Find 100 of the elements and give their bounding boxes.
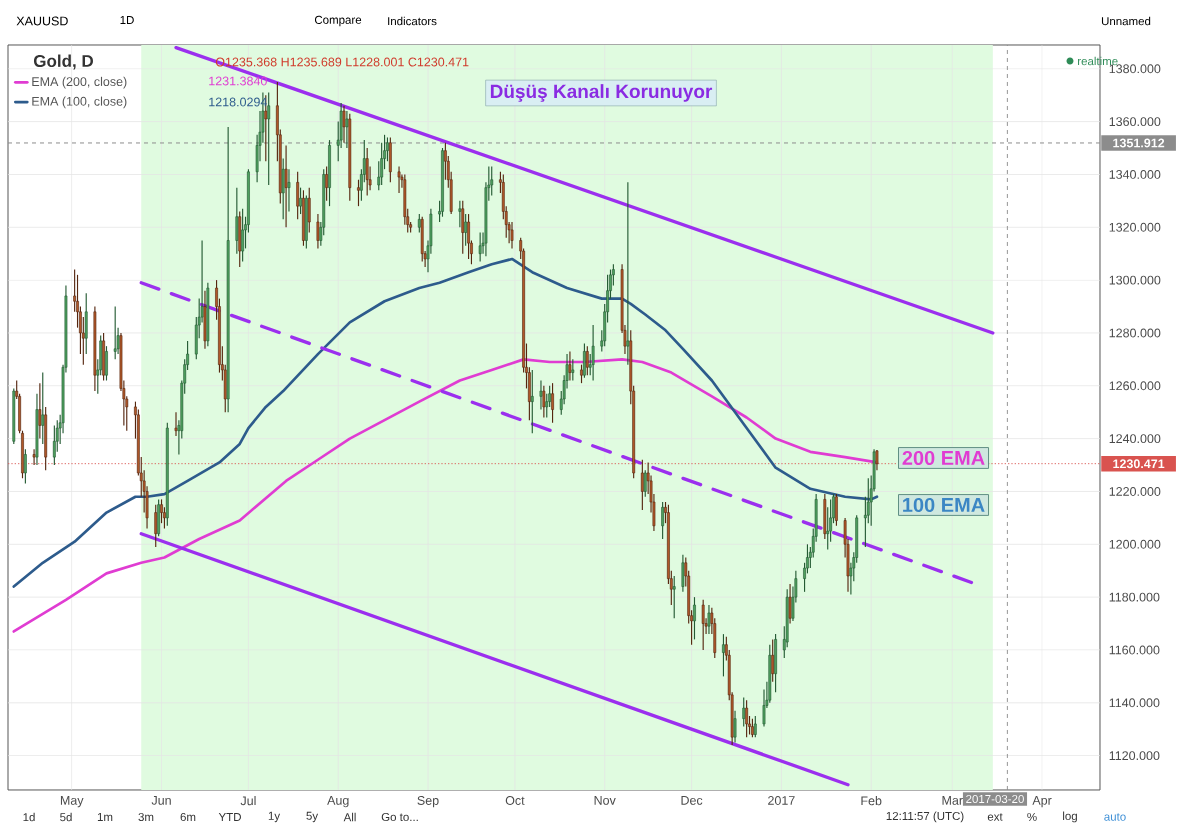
- candlestick: [345, 110, 349, 149]
- candlestick: [701, 599, 705, 651]
- text: auto: [1104, 813, 1126, 821]
- candlestick: [160, 498, 163, 524]
- candlestick: [733, 710, 737, 743]
- text: Compare: [314, 15, 362, 27]
- candlestick: [661, 501, 665, 540]
- text: Unnamed: [1101, 16, 1151, 26]
- candlestick: [539, 379, 543, 411]
- ref-line-label: 1230.471: [1113, 459, 1165, 469]
- annotation: 1231.3840: [209, 76, 267, 86]
- candlestick: [328, 139, 331, 207]
- candlestick: [510, 221, 514, 249]
- candlestick: [397, 165, 401, 194]
- annotation: 200 EMA: [902, 450, 985, 466]
- text: 1d: [23, 812, 35, 822]
- ref-line-label: 1351.912: [1113, 138, 1165, 148]
- text: YTD: [218, 813, 241, 821]
- candlestick: [174, 411, 178, 437]
- text: %: [1027, 812, 1037, 821]
- candlestick: [32, 448, 36, 466]
- x-tick-label: Sep: [417, 796, 439, 808]
- candlestick: [530, 369, 534, 434]
- y-tick-label: 1220.000: [1109, 487, 1161, 496]
- candlestick: [154, 504, 158, 548]
- candlestick: [287, 168, 291, 212]
- y-tick-label: 1360.000: [1109, 117, 1161, 127]
- candlestick: [307, 187, 311, 234]
- x-tick-label: Jun: [151, 796, 171, 805]
- candlestick: [52, 424, 56, 466]
- candlestick: [299, 187, 302, 215]
- candlestick: [490, 165, 494, 197]
- candlestick: [693, 596, 696, 640]
- candlestick: [742, 696, 746, 728]
- text: 5d: [60, 812, 72, 822]
- candlestick: [753, 715, 757, 738]
- candlestick: [585, 345, 589, 376]
- text: 1m: [97, 813, 113, 821]
- candlestick: [365, 147, 369, 197]
- candlestick: [571, 358, 575, 382]
- candlestick: [38, 382, 42, 440]
- text: 3m: [138, 812, 154, 822]
- candlestick: [23, 448, 27, 485]
- candlestick: [672, 575, 676, 619]
- text: Go to...: [381, 812, 418, 822]
- text: 12:11:57 (UTC): [886, 811, 964, 823]
- candlestick: [580, 364, 583, 384]
- y-tick-label: 1340.000: [1109, 170, 1161, 179]
- y-tick-label: 1260.000: [1109, 381, 1161, 391]
- candlestick: [467, 213, 470, 260]
- text: Düşüş Kanalı Korunuyor: [490, 84, 713, 102]
- text: log: [1063, 811, 1077, 823]
- candlestick: [296, 171, 300, 220]
- text: ext: [987, 813, 1003, 821]
- y-tick-label: 1380.000: [1109, 64, 1161, 74]
- legend-label: EMA (200, close): [32, 76, 127, 89]
- candlestick: [875, 449, 879, 471]
- y-tick-label: 1120.000: [1109, 751, 1160, 761]
- y-tick-label: 1140.000: [1109, 698, 1160, 708]
- candlestick: [267, 91, 271, 186]
- annotation: 100 EMA: [903, 497, 985, 513]
- x-tick-label: Nov: [594, 796, 616, 805]
- y-tick-label: 1180.000: [1109, 592, 1160, 602]
- y-tick-label: 1280.000: [1109, 328, 1161, 338]
- x-tick-label: Oct: [505, 796, 525, 805]
- candlestick: [835, 493, 838, 527]
- candlestick: [21, 430, 24, 479]
- x-tick-label: 2017: [768, 796, 795, 805]
- candlestick: [542, 385, 546, 419]
- candlestick: [441, 147, 444, 218]
- candlestick: [105, 345, 108, 382]
- text: 1D: [120, 16, 134, 24]
- x-tick-label: Dec: [681, 796, 703, 805]
- text: 6m: [180, 812, 196, 822]
- candlestick: [235, 187, 239, 255]
- y-tick-label: 1240.000: [1109, 434, 1161, 444]
- candlestick: [583, 342, 586, 379]
- text: 5y: [306, 811, 319, 823]
- annotation: Gold, D: [33, 54, 93, 70]
- candlestick: [357, 179, 360, 207]
- text: XAUUSD: [16, 16, 68, 26]
- candlestick: [316, 213, 320, 249]
- candlestick: [325, 165, 329, 202]
- x-tick-label: Feb: [861, 796, 882, 806]
- y-tick-label: 1160.000: [1109, 645, 1160, 655]
- y-tick-label: 1300.000: [1109, 275, 1161, 285]
- x-tick-label: Mar: [942, 796, 963, 805]
- candlestick: [681, 554, 685, 593]
- x-tick-label: Jul: [240, 796, 256, 806]
- candlestick: [281, 158, 285, 220]
- ref-line-label: 2017-03-20: [966, 794, 1024, 804]
- text: 1y: [268, 811, 281, 823]
- x-tick-label: Apr: [1032, 796, 1052, 808]
- y-tick-label: 1200.000: [1109, 539, 1161, 549]
- candlestick: [722, 633, 725, 677]
- candlestick: [284, 144, 288, 228]
- candlestick: [707, 604, 711, 635]
- candlestick: [461, 200, 465, 255]
- line-series: [12, 257, 879, 588]
- candlestick: [751, 718, 754, 738]
